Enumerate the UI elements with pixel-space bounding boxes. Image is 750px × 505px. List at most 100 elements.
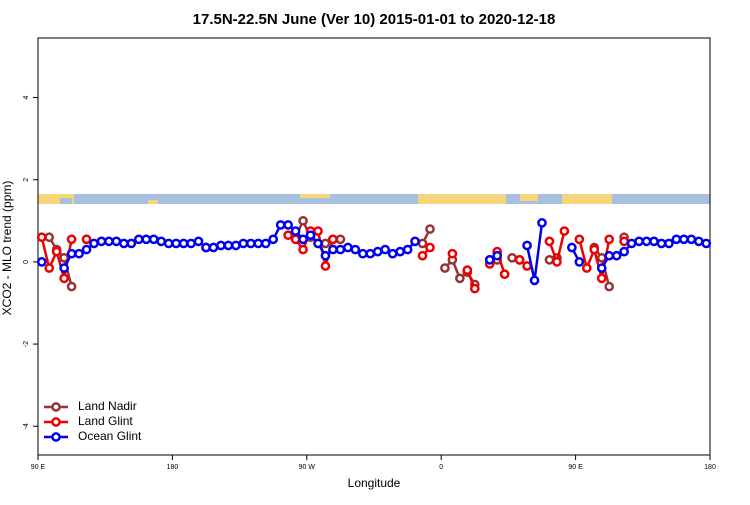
x-tick-label: 90 E: [31, 464, 46, 471]
point: [111, 236, 122, 247]
point: [641, 236, 652, 247]
point: [417, 238, 428, 249]
point: [253, 238, 264, 249]
point: [148, 234, 159, 245]
point: [664, 238, 674, 249]
point: [66, 281, 77, 292]
point: [484, 255, 495, 265]
point: [552, 257, 562, 267]
point: [313, 238, 323, 249]
x-tick-label: 180: [167, 464, 179, 471]
legend-label: Ocean Glint: [78, 429, 142, 443]
point: [395, 246, 405, 257]
point: [626, 238, 637, 249]
point: [335, 234, 346, 245]
point: [589, 244, 600, 255]
point: [462, 265, 473, 275]
x-tick-label: 90 E: [568, 464, 583, 471]
point: [193, 236, 204, 247]
point: [425, 242, 435, 253]
y-tick-label: -4: [23, 423, 30, 429]
point: [679, 234, 689, 245]
point: [156, 236, 167, 247]
point: [611, 250, 622, 261]
point: [634, 236, 644, 247]
point: [44, 232, 55, 243]
point: [208, 242, 219, 253]
point: [410, 236, 420, 247]
point: [186, 238, 196, 249]
point: [596, 263, 607, 273]
point: [298, 234, 308, 245]
point: [425, 224, 435, 234]
point: [447, 248, 458, 259]
point: [298, 215, 308, 226]
point: [544, 255, 555, 265]
point: [514, 255, 525, 265]
point: [544, 236, 555, 247]
point: [507, 252, 517, 263]
point: [320, 261, 331, 271]
point: [283, 220, 293, 230]
point: [619, 236, 629, 247]
x-axis-label: Longitude: [348, 476, 401, 490]
point: [81, 234, 92, 245]
point: [567, 242, 577, 253]
point: [126, 238, 137, 249]
y-tick-label: 2: [23, 178, 30, 182]
x-tick-label: 180: [704, 464, 716, 471]
point: [216, 240, 226, 251]
point: [380, 244, 391, 255]
point: [619, 246, 629, 257]
y-axis-label: XCO2 - MLO trend (ppm): [0, 181, 14, 316]
point: [402, 244, 413, 255]
point: [469, 283, 480, 294]
point: [604, 250, 615, 261]
point: [290, 234, 301, 245]
x-tick-label: 90 W: [299, 464, 316, 471]
point: [66, 248, 77, 259]
point: [268, 234, 279, 245]
point: [522, 261, 532, 271]
point: [343, 242, 353, 253]
point: [178, 238, 189, 249]
point: [372, 246, 383, 257]
x-tick-label: 0: [439, 464, 443, 471]
legend-label: Land Glint: [78, 414, 133, 428]
point: [686, 234, 697, 245]
point: [387, 248, 398, 259]
point: [119, 238, 129, 249]
point: [313, 226, 323, 236]
point: [163, 238, 174, 249]
point: [36, 232, 47, 243]
point: [701, 238, 712, 249]
point: [96, 236, 107, 247]
legend-marker: [51, 417, 61, 427]
point: [693, 236, 704, 247]
point: [275, 220, 286, 230]
legend-label: Land Nadir: [78, 399, 137, 413]
point: [671, 234, 682, 245]
point: [596, 273, 607, 284]
point: [656, 238, 667, 249]
point: [335, 244, 346, 255]
point: [59, 273, 69, 284]
point: [320, 238, 331, 249]
point: [104, 236, 114, 247]
plot-frame: [37, 37, 711, 456]
point: [499, 269, 510, 280]
chart-title: 17.5N-22.5N June (Ver 10) 2015-01-01 to …: [193, 11, 556, 28]
point: [574, 234, 585, 245]
point: [328, 234, 338, 245]
y-tick-label: 4: [23, 96, 30, 100]
point: [559, 226, 570, 236]
point: [231, 240, 241, 251]
point: [492, 250, 503, 261]
point: [66, 234, 77, 245]
y-tick-label: -2: [23, 341, 30, 347]
point: [649, 236, 659, 247]
point: [51, 246, 62, 257]
point: [74, 248, 84, 259]
point: [81, 244, 92, 255]
